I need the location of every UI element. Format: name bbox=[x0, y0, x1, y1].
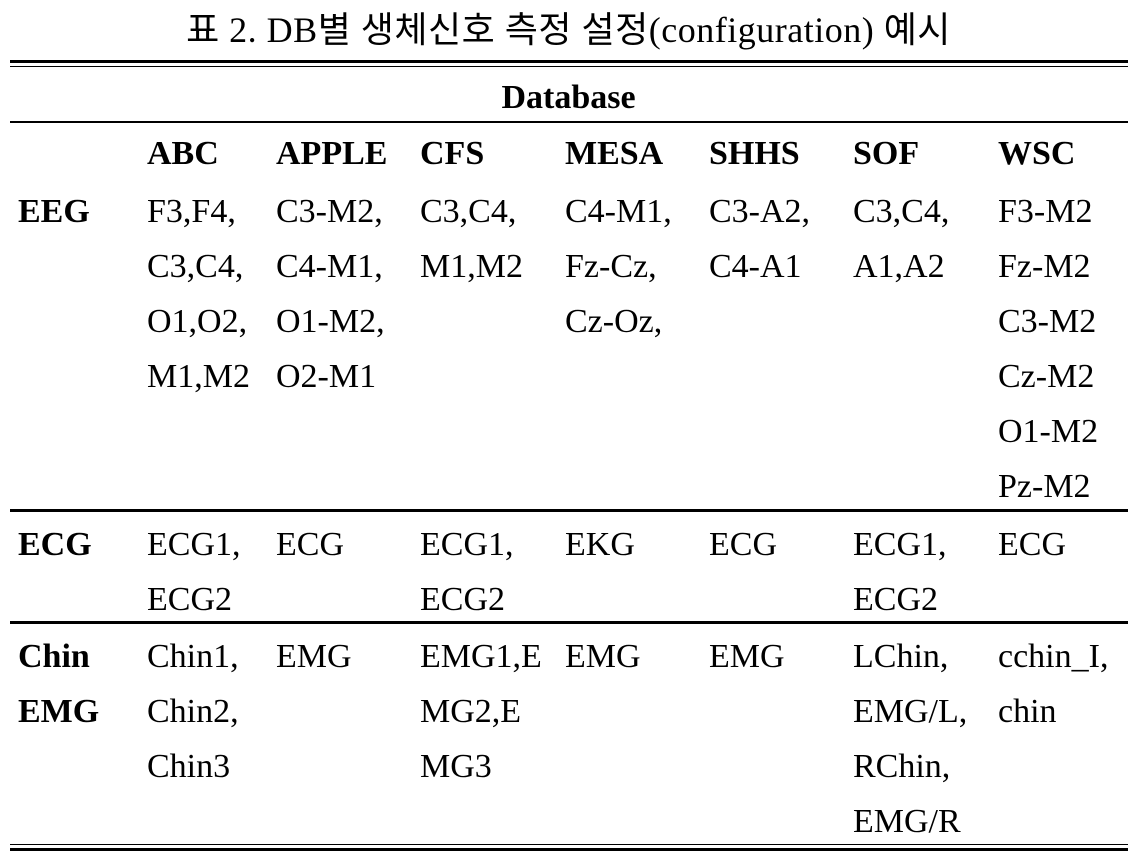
cell-line: chin bbox=[998, 693, 1057, 730]
cell-ecg-abc: ECG1, ECG2 bbox=[147, 517, 241, 627]
cell-line: C3,C4, bbox=[853, 193, 950, 230]
cell-line: MG2,E bbox=[420, 693, 522, 730]
row-label-line: ECG bbox=[18, 526, 92, 563]
rule-after-eeg bbox=[10, 509, 1128, 512]
cell-chin-emg-abc: Chin1, Chin2, Chin3 bbox=[147, 629, 239, 794]
cell-line: C3,C4, bbox=[420, 193, 517, 230]
cell-line: C4-A1 bbox=[709, 248, 802, 285]
cell-line: C3,C4, bbox=[147, 248, 244, 285]
row-label-line: Chin bbox=[18, 638, 90, 675]
cell-line: Chin1, bbox=[147, 638, 239, 675]
rule-after-ecg bbox=[10, 621, 1128, 624]
cell-line: ECG bbox=[709, 526, 777, 563]
cell-line: Fz-M2 bbox=[998, 248, 1091, 285]
table-caption: 표 2. DB별 생체신호 측정 설정(configuration) 예시 bbox=[186, 10, 951, 50]
cell-ecg-mesa: EKG bbox=[565, 517, 635, 572]
cell-eeg-cfs: C3,C4, M1,M2 bbox=[420, 184, 523, 294]
cell-line: EMG bbox=[565, 638, 641, 675]
cell-line: C4-M1, bbox=[565, 193, 672, 230]
cell-line: M1,M2 bbox=[147, 358, 250, 395]
cell-line: Fz-Cz, bbox=[565, 248, 657, 285]
column-header-mesa: MESA bbox=[565, 135, 664, 172]
cell-line: EMG bbox=[276, 638, 352, 675]
cell-ecg-apple: ECG bbox=[276, 517, 344, 572]
cell-chin-emg-apple: EMG bbox=[276, 629, 352, 684]
cell-eeg-mesa: C4-M1, Fz-Cz, Cz-Oz, bbox=[565, 184, 672, 349]
row-label-chin-emg: Chin EMG bbox=[18, 629, 99, 739]
cell-line: ECG1, bbox=[147, 526, 241, 563]
cell-eeg-abc: F3,F4, C3,C4, O1,O2, M1,M2 bbox=[147, 184, 250, 404]
rule-bottom-thin bbox=[10, 844, 1128, 845]
cell-line: ECG1, bbox=[420, 526, 514, 563]
cell-ecg-wsc: ECG bbox=[998, 517, 1066, 572]
cell-line: C4-M1, bbox=[276, 248, 383, 285]
cell-line: O1,O2, bbox=[147, 303, 248, 340]
cell-line: M1,M2 bbox=[420, 248, 523, 285]
cell-chin-emg-sof: LChin, EMG/L, RChin, EMG/R bbox=[853, 629, 967, 849]
cell-line: EMG/L, bbox=[853, 693, 968, 730]
cell-line: Chin3 bbox=[147, 748, 231, 785]
cell-ecg-sof: ECG1, ECG2 bbox=[853, 517, 947, 627]
cell-ecg-shhs: ECG bbox=[709, 517, 777, 572]
cell-line: MG3 bbox=[420, 748, 492, 785]
cell-line: cchin_I, bbox=[998, 638, 1109, 675]
cell-ecg-cfs: ECG1, ECG2 bbox=[420, 517, 514, 627]
row-label-line: EEG bbox=[18, 193, 90, 230]
cell-line: Cz-M2 bbox=[998, 358, 1095, 395]
cell-line: ECG2 bbox=[420, 581, 505, 618]
rule-top-thick bbox=[10, 60, 1128, 63]
cell-line: EMG bbox=[709, 638, 785, 675]
column-header-apple: APPLE bbox=[276, 135, 388, 172]
cell-line: LChin, bbox=[853, 638, 949, 675]
column-header-sof: SOF bbox=[853, 135, 920, 172]
cell-line: A1,A2 bbox=[853, 248, 945, 285]
cell-eeg-wsc: F3-M2 Fz-M2 C3-M2 Cz-M2 O1-M2 Pz-M2 bbox=[998, 184, 1098, 514]
column-header-abc: ABC bbox=[147, 135, 219, 172]
cell-line: Pz-M2 bbox=[998, 468, 1091, 505]
cell-eeg-shhs: C3-A2, C4-A1 bbox=[709, 184, 810, 294]
cell-line: ECG bbox=[276, 526, 344, 563]
super-header-database: Database bbox=[501, 79, 636, 116]
cell-eeg-apple: C3-M2, C4-M1, O1-M2, O2-M1 bbox=[276, 184, 385, 404]
cell-chin-emg-cfs: EMG1,E MG2,E MG3 bbox=[420, 629, 542, 794]
cell-line: C3-M2 bbox=[998, 303, 1097, 340]
cell-eeg-sof: C3,C4, A1,A2 bbox=[853, 184, 949, 294]
cell-chin-emg-shhs: EMG bbox=[709, 629, 785, 684]
column-header-shhs: SHHS bbox=[709, 135, 800, 172]
cell-line: O2-M1 bbox=[276, 358, 377, 395]
cell-line: RChin, bbox=[853, 748, 951, 785]
cell-line: Chin2, bbox=[147, 693, 239, 730]
cell-line: ECG2 bbox=[853, 581, 938, 618]
cell-line: ECG bbox=[998, 526, 1066, 563]
cell-chin-emg-mesa: EMG bbox=[565, 629, 641, 684]
cell-line: ECG2 bbox=[147, 581, 232, 618]
row-label-eeg: EEG bbox=[18, 184, 90, 239]
cell-line: O1-M2 bbox=[998, 413, 1099, 450]
cell-chin-emg-wsc: cchin_I,chin bbox=[998, 629, 1108, 739]
column-header-cfs: CFS bbox=[420, 135, 485, 172]
cell-line: F3-M2 bbox=[998, 193, 1093, 230]
cell-line: C3-M2, bbox=[276, 193, 383, 230]
cell-line: O1-M2, bbox=[276, 303, 385, 340]
column-header-wsc: WSC bbox=[998, 135, 1076, 172]
rule-bottom-thick bbox=[10, 848, 1128, 851]
row-label-ecg: ECG bbox=[18, 517, 92, 572]
cell-line: EMG/R bbox=[853, 803, 961, 840]
cell-line: EMG1,E bbox=[420, 638, 542, 675]
rule-under-super-header bbox=[10, 121, 1128, 123]
cell-line: F3,F4, bbox=[147, 193, 236, 230]
cell-line: C3-A2, bbox=[709, 193, 811, 230]
cell-line: EKG bbox=[565, 526, 635, 563]
rule-top-thin bbox=[10, 66, 1128, 67]
row-label-line: EMG bbox=[18, 693, 100, 730]
cell-line: Cz-Oz, bbox=[565, 303, 663, 340]
cell-line: ECG1, bbox=[853, 526, 947, 563]
